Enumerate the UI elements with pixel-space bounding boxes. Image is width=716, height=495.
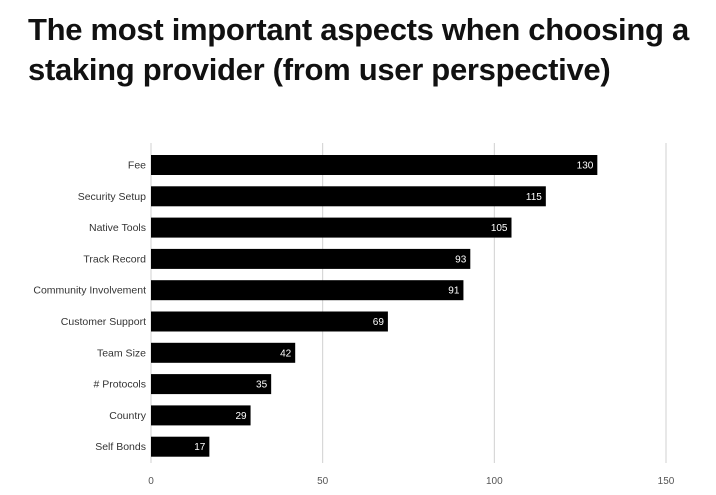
value-label-9: 17 xyxy=(194,442,206,453)
x-tick-label-0: 0 xyxy=(148,476,154,487)
bar-1 xyxy=(151,186,546,207)
category-label-8: Country xyxy=(109,410,147,422)
bar-0 xyxy=(151,155,598,175)
bar-5 xyxy=(151,311,388,332)
value-label-0: 130 xyxy=(577,161,594,172)
category-label-0: Fee xyxy=(128,160,146,172)
x-tick-label-100: 100 xyxy=(486,476,503,487)
category-label-4: Community Involvement xyxy=(33,285,146,297)
value-label-3: 93 xyxy=(455,254,467,265)
bar-2 xyxy=(151,217,512,238)
x-axis-ticks: 0 50 100 150 xyxy=(148,476,675,487)
category-label-7: # Protocols xyxy=(93,379,146,391)
bar-7 xyxy=(151,374,272,395)
category-label-5: Customer Support xyxy=(61,316,146,328)
category-label-6: Team Size xyxy=(97,347,146,359)
x-tick-label-50: 50 xyxy=(317,476,329,487)
category-labels: Fee Security Setup Native Tools Track Recor… xyxy=(33,160,146,454)
value-label-6: 42 xyxy=(280,348,292,359)
bar-9 xyxy=(151,436,210,457)
value-label-8: 29 xyxy=(235,411,247,422)
bar-3 xyxy=(151,248,471,269)
bar-4 xyxy=(151,280,464,301)
category-label-1: Security Setup xyxy=(78,191,146,203)
category-label-2: Native Tools xyxy=(89,222,146,234)
category-label-9: Self Bonds xyxy=(95,441,146,453)
value-label-4: 91 xyxy=(448,286,460,297)
chart-title: The most important aspects when choosing… xyxy=(28,12,689,87)
x-tick-label-150: 150 xyxy=(658,476,675,487)
bar-8 xyxy=(151,405,251,426)
value-label-2: 105 xyxy=(491,223,508,234)
value-label-5: 69 xyxy=(373,317,385,328)
value-label-1: 115 xyxy=(526,192,542,203)
value-label-7: 35 xyxy=(256,380,268,391)
bars: 130 115 105 93 91 69 42 35 29 17 xyxy=(151,155,598,457)
category-label-3: Track Record xyxy=(83,253,146,265)
bar-6 xyxy=(151,342,296,363)
